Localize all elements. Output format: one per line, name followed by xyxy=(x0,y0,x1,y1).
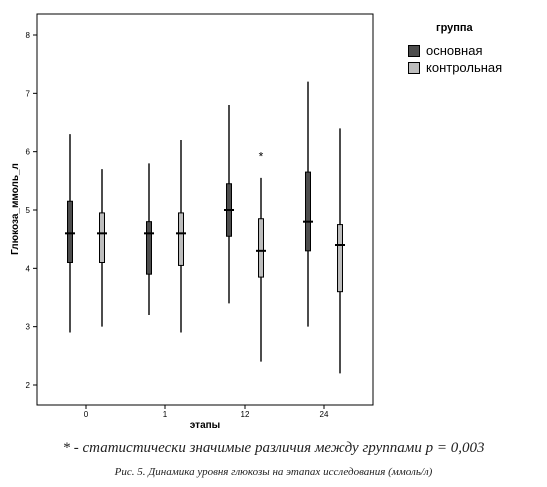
y-tick-label: 7 xyxy=(26,89,31,98)
significance-note: * - статистически значимые различия межд… xyxy=(62,440,485,456)
glucose-boxplot-chart: 2 3 4 5 6 7 8 0 1 12 24 * Глюкоза_ммоль_л этапы xyxy=(10,13,374,430)
box xyxy=(178,212,184,266)
legend-swatch-main xyxy=(408,44,420,57)
y-axis: 2 3 4 5 6 7 8 xyxy=(26,31,37,390)
annotations-layer: * xyxy=(259,149,264,163)
boxplot-main xyxy=(303,81,313,327)
boxplot-main xyxy=(65,134,75,333)
legend-item-main: основная xyxy=(408,42,502,59)
plot-frame xyxy=(36,13,374,406)
box xyxy=(337,224,343,293)
x-tick-label: 0 xyxy=(84,410,89,419)
legend-item-control: контрольная xyxy=(408,59,502,76)
box xyxy=(305,171,311,252)
box xyxy=(258,218,264,278)
x-tick-label: 1 xyxy=(163,410,168,419)
y-tick-label: 4 xyxy=(26,264,31,273)
figure-caption: Рис. 5. Динамика уровня глюкозы на этапа… xyxy=(114,466,433,478)
y-axis-label: Глюкоза_ммоль_л xyxy=(10,163,21,255)
boxplot-control xyxy=(335,128,345,374)
boxplot-main xyxy=(144,163,154,315)
significance-asterisk: * xyxy=(259,149,264,163)
legend: группа основная контрольная xyxy=(408,22,502,76)
boxplot-control xyxy=(176,140,186,333)
legend-title: группа xyxy=(436,22,473,34)
legend-swatch-control xyxy=(408,61,420,74)
boxplot-control xyxy=(256,177,266,362)
boxplot-control xyxy=(97,169,107,327)
y-tick-label: 6 xyxy=(26,148,31,157)
boxplot-main xyxy=(224,105,234,304)
legend-label-control: контрольная xyxy=(426,60,503,75)
box xyxy=(99,212,105,264)
y-tick-label: 8 xyxy=(26,31,31,40)
y-tick-label: 3 xyxy=(26,323,31,332)
x-axis: 0 1 12 24 xyxy=(84,405,329,419)
y-tick-label: 2 xyxy=(26,381,31,390)
boxes-layer xyxy=(65,81,345,374)
box xyxy=(67,200,73,263)
x-tick-label: 24 xyxy=(320,410,329,419)
x-axis-label: этапы xyxy=(190,420,220,430)
box xyxy=(146,221,152,275)
legend-label-main: основная xyxy=(426,43,483,58)
x-tick-label: 12 xyxy=(241,410,250,419)
y-tick-label: 5 xyxy=(26,206,31,215)
